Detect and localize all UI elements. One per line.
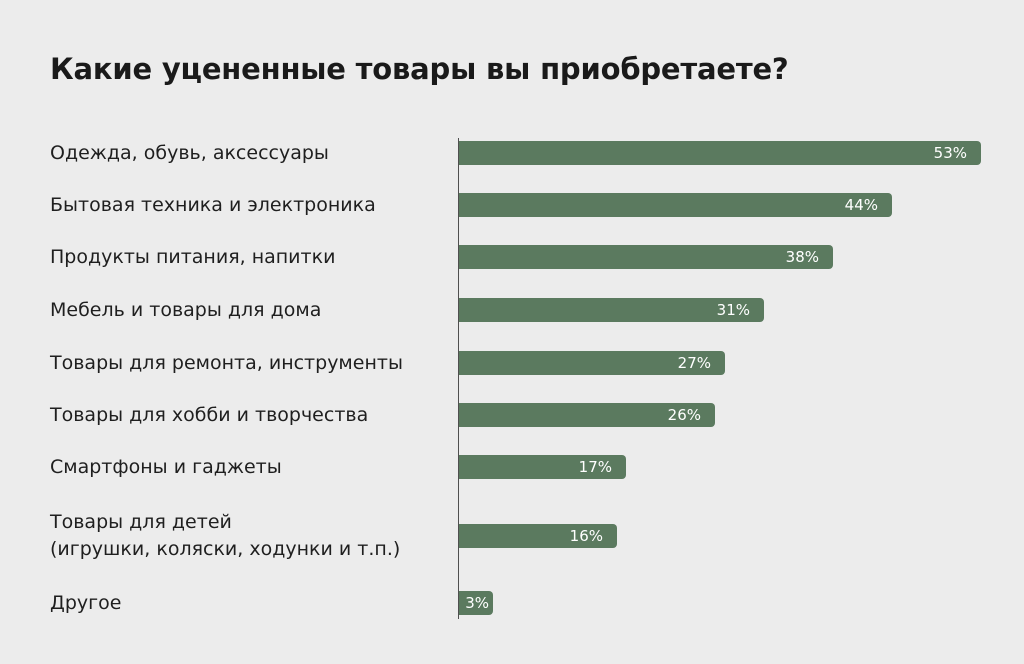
category-label: Другое (50, 591, 122, 614)
bar: 16% (459, 524, 617, 548)
category-label: Смартфоны и гаджеты (50, 455, 282, 478)
bar: 53% (459, 141, 981, 165)
category-label: Мебель и товары для дома (50, 298, 322, 321)
bar-value-label: 53% (933, 144, 967, 162)
bar-value-label: 27% (677, 354, 711, 372)
bar-value-label: 31% (716, 301, 750, 319)
bar-value-label: 16% (569, 527, 603, 545)
bar-value-label: 17% (578, 458, 612, 476)
bar: 3% (459, 591, 493, 615)
bar-value-label: 44% (844, 196, 878, 214)
category-label: Товары для детей (игрушки, коляски, ходу… (50, 511, 401, 560)
category-label: Продукты питания, напитки (50, 245, 336, 268)
bar-value-label: 38% (785, 248, 819, 266)
category-label: Товары для хобби и творчества (50, 403, 369, 426)
category-label: Одежда, обувь, аксессуары (50, 141, 329, 164)
bar: 27% (459, 351, 725, 375)
bar: 38% (459, 245, 833, 269)
bar: 31% (459, 298, 764, 322)
chart-title: Какие уцененные товары вы приобретаете? (50, 52, 789, 86)
bar-value-label: 3% (465, 594, 489, 612)
y-axis-line (458, 138, 459, 619)
bar: 44% (459, 193, 892, 217)
bar: 26% (459, 403, 715, 427)
bar-value-label: 26% (667, 406, 701, 424)
bar: 17% (459, 455, 626, 479)
category-label: Бытовая техника и электроника (50, 193, 376, 216)
category-label: Товары для ремонта, инструменты (50, 351, 403, 374)
